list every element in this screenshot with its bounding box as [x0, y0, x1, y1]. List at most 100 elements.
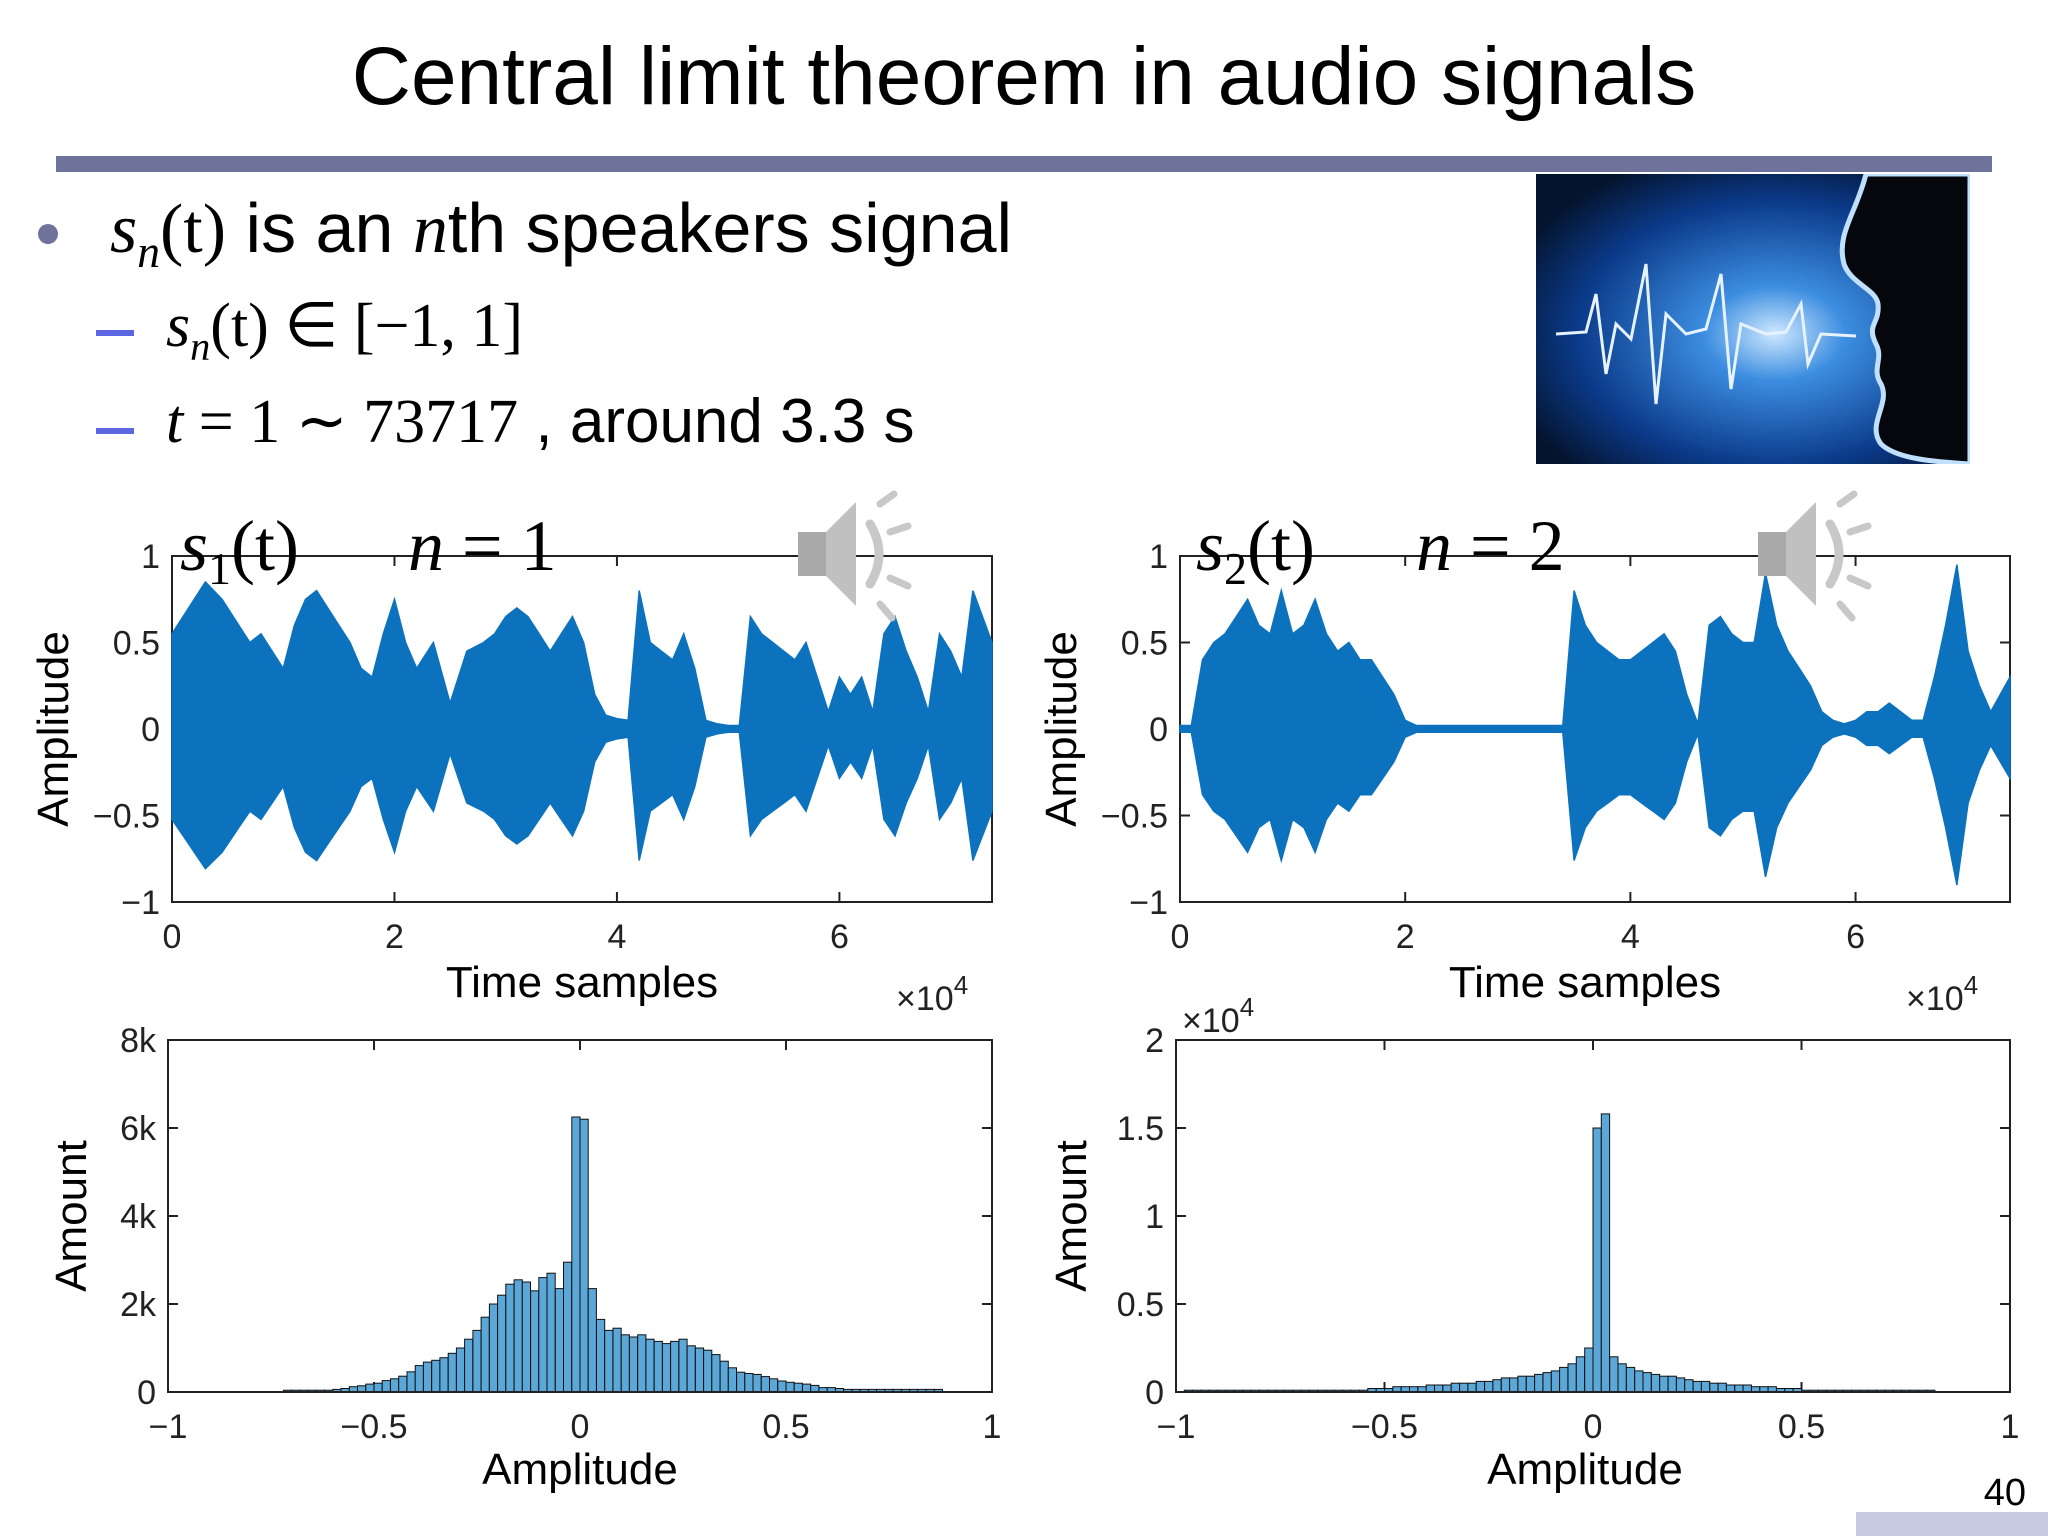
- histogram-bar: [1659, 1375, 1669, 1393]
- title-divider: [56, 156, 1992, 172]
- histogram-bar: [785, 1381, 795, 1393]
- histogram-bar: [464, 1338, 474, 1393]
- x-tick-label: 0: [163, 918, 182, 956]
- histogram-bar: [703, 1349, 713, 1393]
- x-tick-label: 1: [983, 1408, 1002, 1446]
- histogram-bar: [719, 1360, 729, 1393]
- histogram-bars: [282, 1116, 943, 1393]
- histogram-bar: [1450, 1382, 1461, 1393]
- y-tick-label: 6k: [120, 1110, 157, 1148]
- histogram-plot-2: −1 −0.5 0 0.5 1 2 1.5 1 0.5 0 Amount Amplitude ×1…: [1010, 992, 2030, 1510]
- histogram-bar: [587, 1288, 597, 1393]
- y-tick-label: 8k: [120, 1022, 157, 1060]
- x-tick-label: −1: [149, 1408, 188, 1446]
- histogram-bar: [398, 1375, 408, 1393]
- histogram-bar: [1475, 1380, 1486, 1393]
- histogram-bar: [1525, 1375, 1536, 1393]
- y-tick-label: 2k: [120, 1286, 157, 1324]
- histogram-bar: [1492, 1379, 1502, 1393]
- signal-label: s2(t): [1196, 506, 1315, 594]
- histogram-bar: [1484, 1380, 1494, 1393]
- x-tick-label: 6: [830, 918, 849, 956]
- histogram-bar: [1742, 1384, 1752, 1393]
- corner-accent-bar: [1856, 1512, 2048, 1536]
- histogram-bar: [521, 1281, 531, 1393]
- x-tick-label: 2: [1396, 918, 1415, 956]
- histogram-bar: [1675, 1377, 1686, 1393]
- x-axis-label: Time samples: [446, 958, 718, 1007]
- waveform-plot-1: 0 2 4 6 1 0.5 0 −0.5 −1 Amplitude Time samples ×…: [0, 490, 1010, 1030]
- histogram-bar: [488, 1303, 499, 1393]
- histogram-bar: [579, 1118, 589, 1393]
- axis-multiplier: ×104: [1182, 992, 1254, 1040]
- histogram-bar: [381, 1380, 391, 1393]
- histogram-bar: [439, 1357, 449, 1393]
- histogram-bar: [694, 1347, 705, 1393]
- y-tick-label: −0.5: [93, 798, 160, 836]
- histogram-bar: [1700, 1380, 1711, 1393]
- histogram-bar: [670, 1340, 680, 1393]
- histogram-chart-2: −1 −0.5 0 0.5 1 2 1.5 1 0.5 0 Amount Amplitude ×1…: [1047, 992, 2019, 1494]
- histogram-bar: [793, 1382, 803, 1393]
- y-tick-label: −1: [1129, 884, 1168, 922]
- audio-speaker-icon[interactable]: [1758, 490, 1872, 622]
- x-tick-label: 6: [1846, 918, 1865, 956]
- x-tick-label: 0.5: [762, 1408, 809, 1446]
- histogram-bar: [752, 1373, 762, 1393]
- histogram-bar: [365, 1383, 375, 1393]
- histogram-bar: [744, 1373, 754, 1393]
- histogram-bar: [431, 1359, 441, 1393]
- page-number: 40: [1983, 1472, 2026, 1514]
- x-tick-label: 0: [571, 1408, 590, 1446]
- histogram-bar: [604, 1329, 614, 1393]
- histogram-bar: [596, 1318, 606, 1393]
- signal-label: s1(t): [180, 506, 299, 594]
- histogram-bar: [686, 1345, 696, 1393]
- histogram-bar: [1542, 1372, 1552, 1393]
- y-tick-label: 0: [141, 711, 160, 749]
- histogram-bar: [802, 1383, 812, 1393]
- histogram-bar: [373, 1382, 383, 1393]
- histogram-bar: [1617, 1363, 1627, 1393]
- histogram-bars: [1183, 1113, 1936, 1393]
- histogram-bar: [414, 1365, 424, 1393]
- y-axis-label: Amplitude: [1037, 631, 1086, 827]
- histogram-bar: [678, 1338, 688, 1393]
- y-tick-label: 1: [1149, 538, 1168, 576]
- histogram-bar: [447, 1352, 457, 1393]
- histogram-bar: [612, 1327, 622, 1393]
- histogram-bar: [1667, 1375, 1677, 1393]
- dash-marker: [96, 330, 134, 336]
- histogram-bar: [661, 1343, 672, 1393]
- y-tick-label: 2: [1145, 1022, 1164, 1060]
- histogram-bar: [736, 1371, 746, 1393]
- histogram-bar: [513, 1279, 523, 1393]
- y-tick-label: 0.5: [1121, 625, 1168, 663]
- histogram-bar: [546, 1272, 556, 1393]
- y-tick-label: 4k: [120, 1198, 157, 1236]
- histogram-bar: [637, 1334, 647, 1393]
- histogram-bar: [628, 1336, 639, 1393]
- histogram-bar: [530, 1290, 540, 1393]
- histogram-bar: [1717, 1382, 1727, 1393]
- histogram-bar: [1609, 1356, 1619, 1393]
- histogram-bar: [620, 1334, 630, 1393]
- y-tick-label: −0.5: [1101, 798, 1168, 836]
- y-tick-label: 1.5: [1117, 1110, 1164, 1148]
- x-tick-label: 0.5: [1778, 1408, 1825, 1446]
- histogram-bar: [653, 1340, 663, 1393]
- histogram-bar: [1709, 1382, 1719, 1393]
- histogram-bar: [571, 1116, 581, 1393]
- y-axis-label: Amplitude: [29, 631, 78, 827]
- histogram-bar: [563, 1261, 573, 1393]
- dash-marker: [96, 428, 134, 434]
- y-axis-label: Amount: [1047, 1140, 1096, 1292]
- y-axis-label: Amount: [47, 1140, 96, 1292]
- bullet-dot: [38, 224, 58, 244]
- audio-speaker-icon[interactable]: [798, 490, 912, 622]
- histogram-bar: [480, 1316, 490, 1393]
- x-tick-label: 4: [1621, 918, 1640, 956]
- histogram-bar: [760, 1376, 770, 1393]
- histogram-bar: [1559, 1366, 1569, 1393]
- bullet-1-text: sn(t) is an nth speakers signal: [110, 189, 1013, 277]
